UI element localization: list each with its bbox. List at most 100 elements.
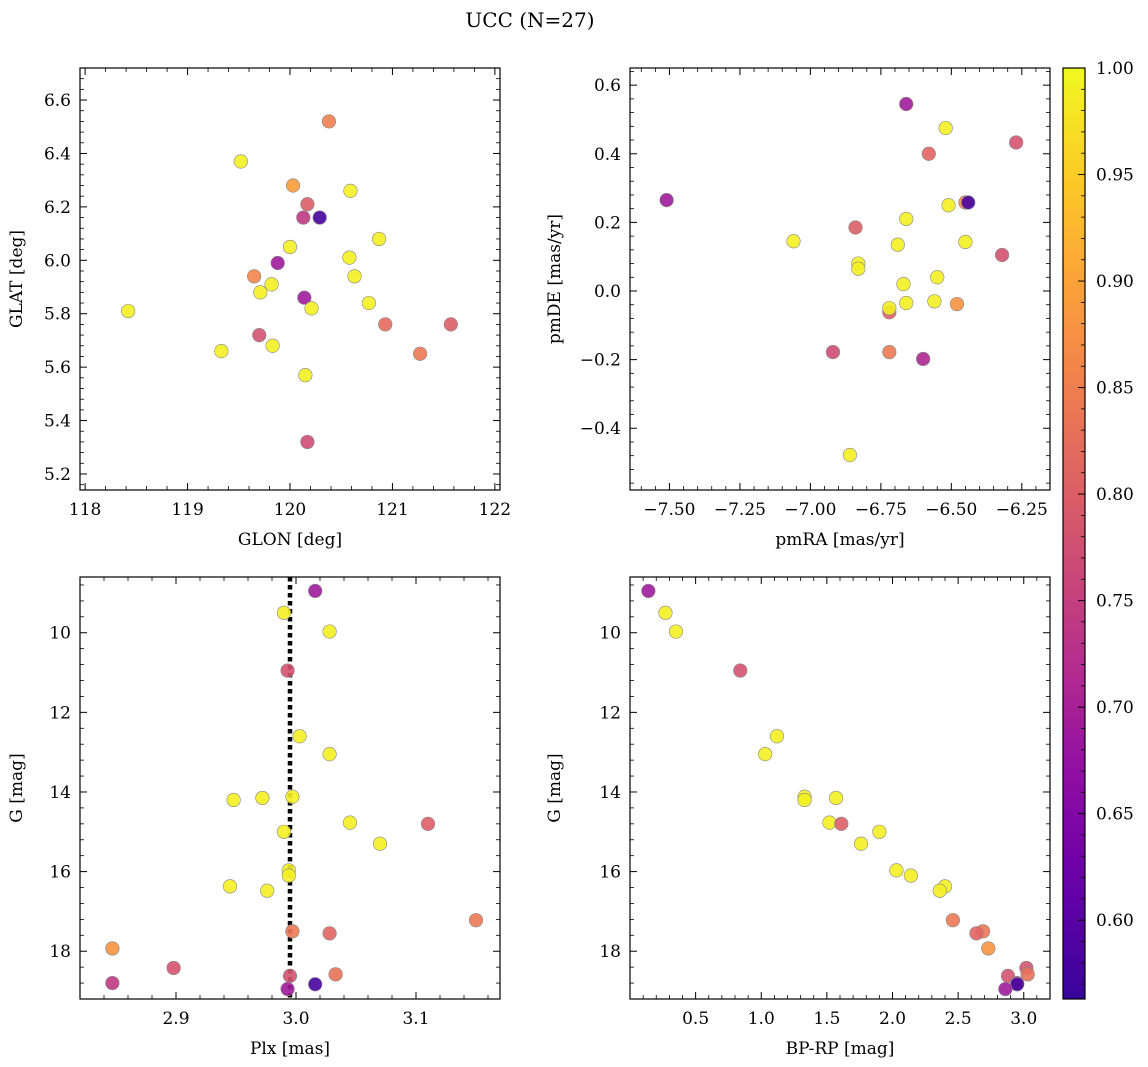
data-point (282, 239, 298, 255)
data-point (300, 197, 315, 212)
data-point (899, 211, 914, 227)
colorbar-tick-label: 0.65 (1096, 805, 1134, 825)
data-point (1009, 135, 1024, 150)
data-point (121, 303, 136, 319)
data-point (758, 747, 773, 762)
data-point (260, 883, 275, 898)
data-point (312, 210, 327, 225)
x-tick-label: 119 (171, 500, 203, 520)
panel-1: 118 119 120 121 122 5.2 5.4 5.6 5.8 6.0 6.2 6.4 6.6 G… (7, 67, 511, 550)
data-point (304, 301, 319, 316)
colorbar-gradient (1062, 67, 1086, 1000)
data-point (733, 663, 748, 678)
x-tick-label: 0.5 (682, 1009, 709, 1029)
data-point (372, 231, 387, 247)
y-tick-label: 5.8 (44, 305, 71, 325)
data-point (226, 792, 241, 808)
data-point (321, 114, 337, 129)
y-axis-label: G [mag] (7, 753, 27, 822)
y-axis-label: pmDE [mas/yr] (545, 214, 565, 344)
data-point (890, 237, 905, 252)
data-point (899, 295, 914, 311)
x-tick-label: −7.50 (643, 500, 695, 520)
x-tick-label: 2.9 (162, 1009, 189, 1029)
y-tick-label: 16 (49, 863, 71, 883)
data-point (889, 863, 904, 878)
data-point (343, 183, 358, 198)
x-tick-label: 3.0 (282, 1009, 309, 1029)
colorbar-tick-label: 1.00 (1096, 59, 1134, 79)
data-point (378, 317, 393, 332)
data-point (285, 789, 300, 804)
data-point (222, 879, 238, 894)
x-axis-label: Plx [mas] (250, 1039, 330, 1059)
data-point (1020, 967, 1035, 982)
data-point (930, 270, 945, 285)
y-tick-label: 14 (49, 783, 71, 803)
figure-title: UCC (N=27) (465, 8, 594, 32)
data-point (825, 344, 841, 360)
y-tick-label: 0.2 (594, 213, 621, 233)
data-point (872, 824, 887, 839)
y-tick-label: 10 (49, 624, 71, 644)
points (659, 96, 1024, 463)
x-tick-label: −6.75 (855, 500, 907, 520)
data-point (252, 327, 267, 343)
y-tick-label: 6.6 (44, 91, 71, 111)
y-tick-label: 0.6 (594, 76, 621, 96)
data-point (412, 346, 428, 361)
data-point (276, 605, 292, 620)
panel-2: −7.50 −7.25 −7.00 −6.75 −6.50 −6.25 −0.4 −0.2 0.… (545, 67, 1051, 550)
data-point (298, 368, 313, 383)
x-axis-label: BP-RP [mag] (786, 1039, 895, 1059)
data-point (932, 883, 947, 898)
data-point (285, 178, 301, 193)
data-point (297, 290, 312, 305)
panel-3: 2.9 3.0 3.1 10 12 14 16 18 Plx [mas] G [mag] (7, 576, 501, 1059)
data-point (308, 977, 323, 992)
axes-frame (629, 67, 1051, 491)
data-point (265, 338, 280, 353)
data-point (443, 317, 458, 332)
data-point (420, 816, 436, 831)
data-point (961, 195, 976, 210)
data-point (981, 941, 996, 956)
y-tick-label: 6.0 (44, 251, 71, 271)
data-point (903, 868, 918, 883)
data-point (280, 981, 295, 997)
x-tick-label: 121 (376, 500, 408, 520)
data-point (270, 255, 285, 271)
x-tick-label: 118 (69, 500, 101, 520)
x-axis-label: GLON [deg] (238, 530, 342, 550)
colorbar-tick-label: 0.95 (1096, 166, 1134, 186)
data-point (264, 277, 279, 292)
x-tick-label: 120 (274, 500, 306, 520)
data-point (105, 941, 120, 956)
data-point (945, 913, 960, 928)
axes-frame (79, 67, 501, 491)
data-point (372, 836, 388, 851)
data-point (281, 868, 296, 883)
data-point (851, 261, 866, 276)
panels: 118 119 120 121 122 5.2 5.4 5.6 5.8 6.0 6.2 6.4 6.6 G… (7, 67, 1051, 1059)
data-point (342, 250, 357, 265)
y-tick-label: 0.0 (594, 282, 621, 302)
data-point (282, 968, 298, 984)
y-tick-label: 18 (49, 942, 71, 962)
data-point (361, 295, 376, 311)
data-point (300, 434, 315, 450)
data-point (276, 824, 292, 839)
data-point (322, 624, 337, 639)
data-point (658, 605, 673, 620)
panel-4: 0.5 1.0 1.5 2.0 2.5 3.0 10 12 14 16 18 BP-RP [mag] G… (545, 576, 1051, 1059)
x-tick-label: 122 (479, 500, 511, 520)
data-point (949, 296, 965, 312)
data-point (938, 120, 953, 136)
colorbar-tick-label: 0.80 (1096, 485, 1134, 505)
data-point (786, 234, 801, 249)
data-point (797, 792, 812, 808)
y-tick-label: 5.2 (44, 465, 71, 485)
data-point (916, 351, 931, 367)
y-axis-label: G [mag] (545, 753, 565, 822)
data-point (969, 926, 984, 941)
